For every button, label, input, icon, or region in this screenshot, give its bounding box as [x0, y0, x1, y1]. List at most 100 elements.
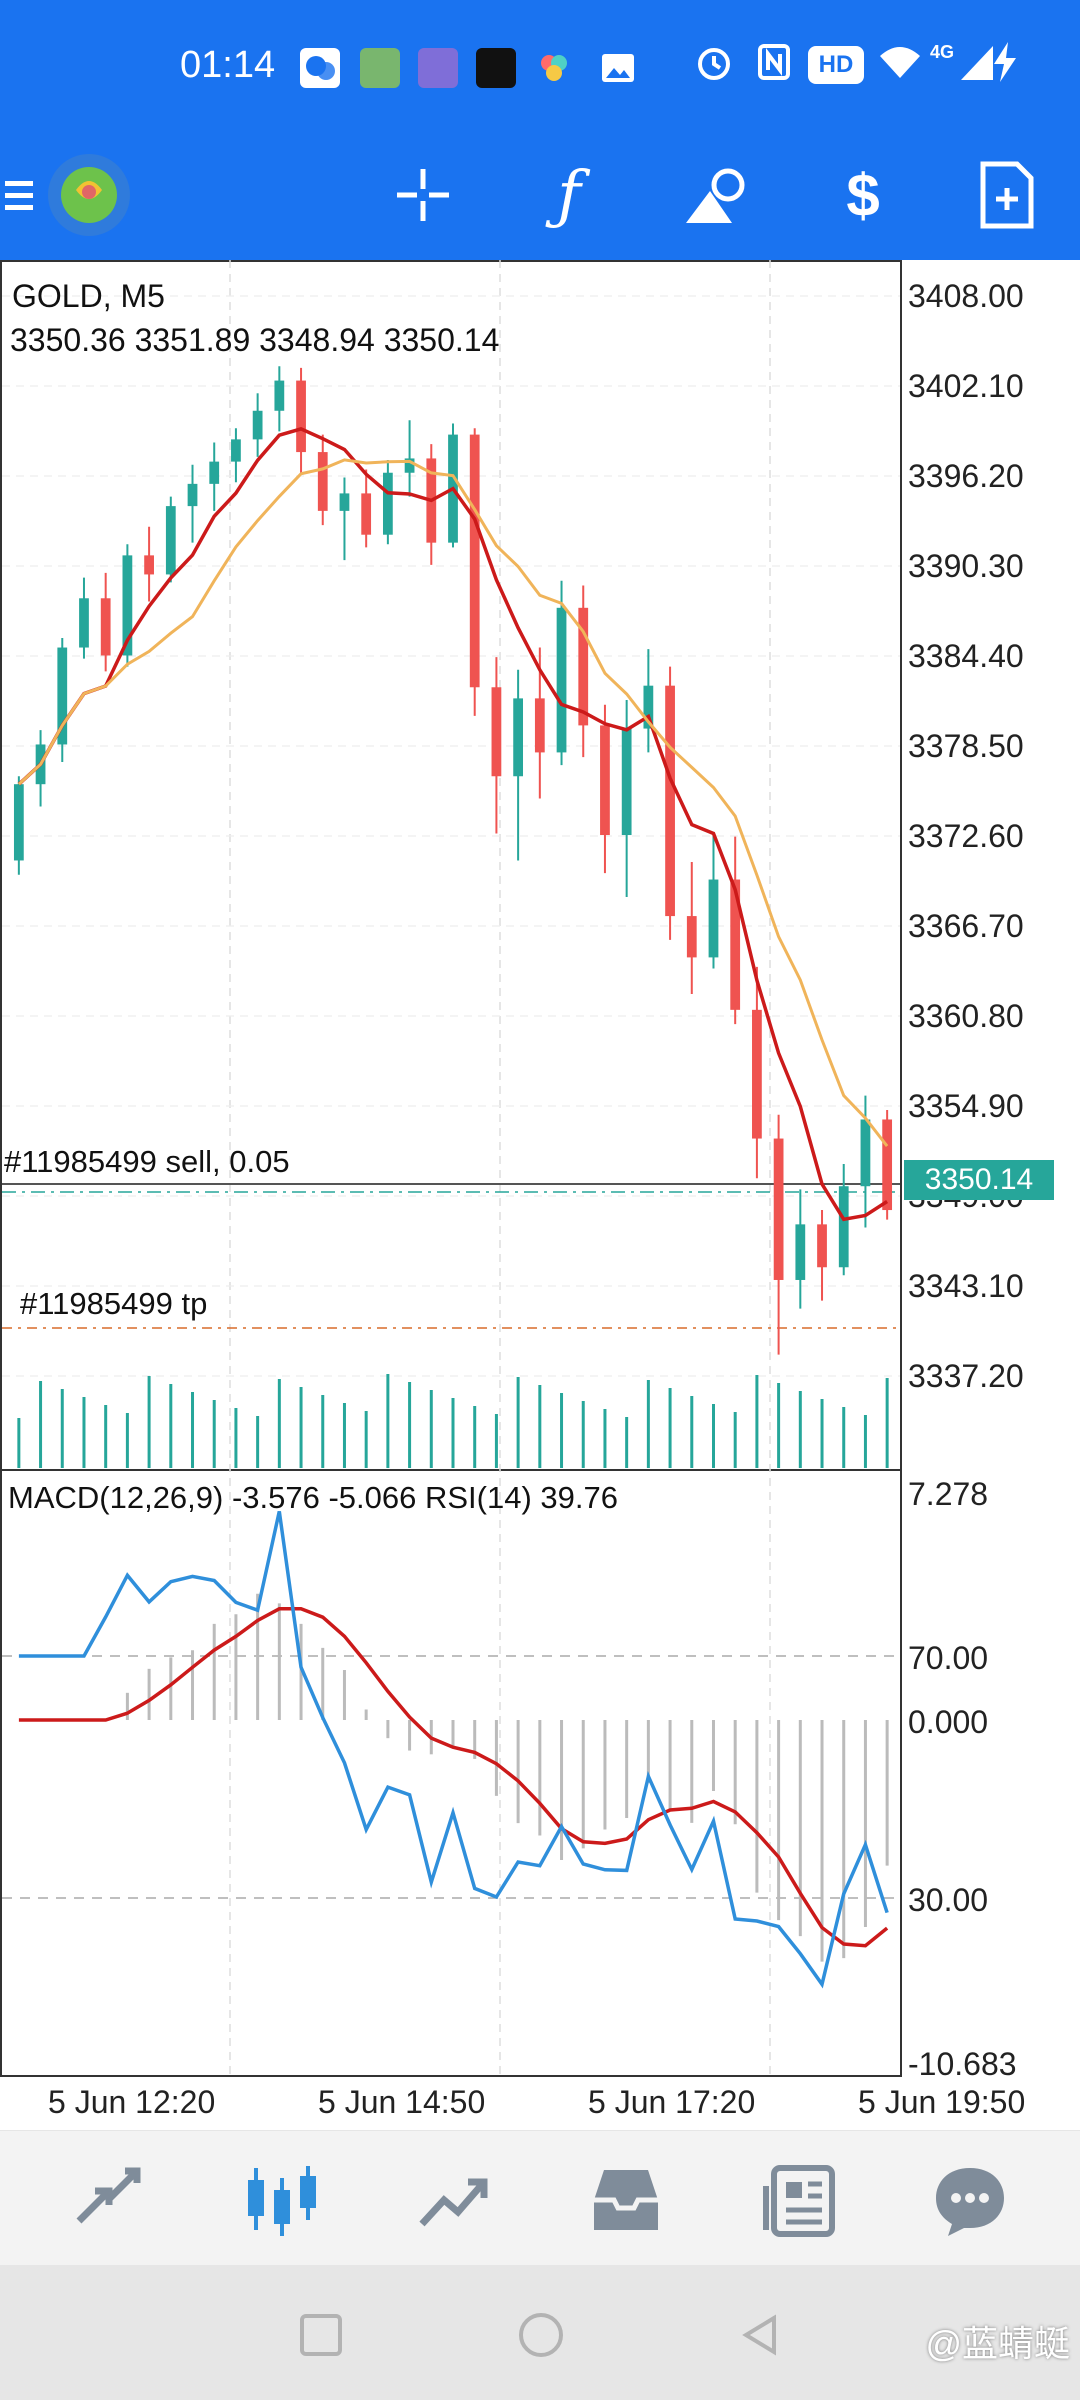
- status-time: 01:14: [180, 44, 276, 86]
- price-tick: 3360.80: [908, 998, 1024, 1034]
- network-label: 4G: [930, 42, 955, 62]
- time-tick: 5 Jun 14:50: [318, 2084, 486, 2120]
- bottom-nav: [0, 2130, 1080, 2266]
- candle-body: [144, 555, 154, 575]
- history-icon[interactable]: [576, 2150, 676, 2250]
- candle-body: [165, 506, 176, 575]
- time-tick: 5 Jun 19:50: [858, 2084, 1026, 2120]
- candle-body: [491, 687, 502, 777]
- candle-body: [100, 598, 111, 656]
- price-tick: 3378.50: [908, 728, 1024, 764]
- candle-body: [578, 607, 589, 726]
- trade-nav-icon[interactable]: [404, 2150, 504, 2250]
- price-tick: 3408.00: [908, 278, 1024, 314]
- crosshair-icon[interactable]: [378, 150, 468, 240]
- candle-body: [860, 1119, 871, 1187]
- app-logo[interactable]: [44, 150, 134, 240]
- app-icon-2: [418, 48, 458, 88]
- candle-body: [534, 698, 545, 753]
- price-tick: 3384.40: [908, 638, 1024, 674]
- alarm-icon: [692, 40, 736, 93]
- news-icon[interactable]: [750, 2150, 850, 2250]
- current-price-tag: 3350.14: [904, 1160, 1054, 1200]
- price-tick: 3396.20: [908, 458, 1024, 494]
- app-icon-3: [476, 48, 516, 88]
- ma-slow-line: [17, 458, 889, 1148]
- time-tick: 5 Jun 12:20: [48, 2084, 216, 2120]
- watermark: @蓝蜻蜓: [925, 2323, 1070, 2364]
- objects-icon[interactable]: [670, 150, 760, 240]
- ohlc-label: 3350.36 3351.89 3348.94 3350.14: [10, 322, 500, 358]
- quotes-icon[interactable]: [58, 2150, 158, 2250]
- candle-body: [708, 879, 719, 958]
- indicator-tick: 7.278: [908, 1476, 989, 1512]
- chart-icon[interactable]: [232, 2150, 332, 2250]
- order-line-label: #11985499 sell, 0.05: [4, 1144, 290, 1179]
- ma-fast-line: [17, 427, 889, 1222]
- price-tick: 3337.20: [908, 1358, 1024, 1394]
- price-tick: 3402.10: [908, 368, 1024, 404]
- candle-body: [252, 410, 263, 440]
- candle-body: [773, 1138, 784, 1280]
- wechat-icon: [300, 48, 340, 88]
- time-tick: 5 Jun 17:20: [588, 2084, 756, 2120]
- candle-body: [317, 452, 328, 511]
- chart-frame: [0, 260, 902, 2077]
- candle-body: [13, 784, 24, 861]
- candle-body: [231, 439, 241, 462]
- chart-canvas[interactable]: [0, 260, 1080, 2130]
- back-icon[interactable]: [726, 2300, 796, 2370]
- indicators-icon[interactable]: ƒ: [557, 158, 581, 232]
- app-icon-1: [360, 48, 400, 88]
- price-tick: 3366.70: [908, 908, 1024, 944]
- menu-icon[interactable]: [0, 150, 40, 240]
- candle-body: [643, 685, 654, 729]
- price-tick: 3343.10: [908, 1268, 1024, 1304]
- candle-body: [361, 493, 372, 535]
- candle-body: [187, 483, 198, 507]
- new-order-icon[interactable]: [962, 150, 1052, 240]
- candle-body: [752, 1009, 762, 1139]
- home-icon[interactable]: [506, 2300, 576, 2370]
- candle-body: [882, 1119, 893, 1211]
- candle-body: [209, 461, 220, 484]
- charging-icon: [990, 40, 1020, 93]
- candle-body: [122, 555, 133, 656]
- hd-icon: HD: [808, 46, 864, 84]
- status-bar: 01:14 HD 4G: [0, 0, 1080, 130]
- indicator-tick: 30.00: [908, 1882, 989, 1918]
- indicator-label: MACD(12,26,9) -3.576 -5.066 RSI(14) 39.7…: [8, 1480, 618, 1515]
- indicator-tick: -10.683: [908, 2046, 1017, 2082]
- symbol-label: GOLD, M5: [12, 278, 165, 314]
- candle-body: [838, 1186, 849, 1268]
- candle-body: [665, 685, 675, 917]
- candle-body: [817, 1224, 827, 1268]
- rsi-line: [18, 1511, 889, 1989]
- toolbar: [0, 130, 1080, 260]
- candle-body: [513, 698, 524, 777]
- price-tick: 3372.60: [908, 818, 1024, 854]
- candle-body: [795, 1224, 806, 1280]
- candle-body: [57, 647, 68, 745]
- candle-body: [621, 728, 632, 836]
- candle-body: [274, 380, 285, 411]
- candle-body: [79, 598, 89, 648]
- system-nav: [0, 2265, 1080, 2400]
- nfc-icon: [752, 40, 796, 93]
- indicator-tick: 0.000: [908, 1704, 989, 1740]
- candle-body: [556, 607, 567, 753]
- chat-icon[interactable]: [920, 2150, 1020, 2250]
- candle-body: [296, 380, 306, 453]
- app-icon-4: [534, 48, 574, 88]
- candle-body: [382, 472, 393, 535]
- candle-body: [339, 493, 350, 511]
- chart-area[interactable]: GOLD, M5 3350.36 3351.89 3348.94 3350.14…: [0, 260, 1080, 2130]
- recents-icon[interactable]: [286, 2300, 356, 2370]
- price-tick: 3390.30: [908, 548, 1024, 584]
- signal-icon: 4G: [930, 42, 995, 82]
- price-tick: 3354.90: [908, 1088, 1024, 1124]
- tp-line-label: #11985499 tp: [20, 1286, 208, 1321]
- trade-icon[interactable]: $: [846, 161, 880, 229]
- gallery-icon: [598, 48, 638, 88]
- candle-body: [730, 879, 741, 1010]
